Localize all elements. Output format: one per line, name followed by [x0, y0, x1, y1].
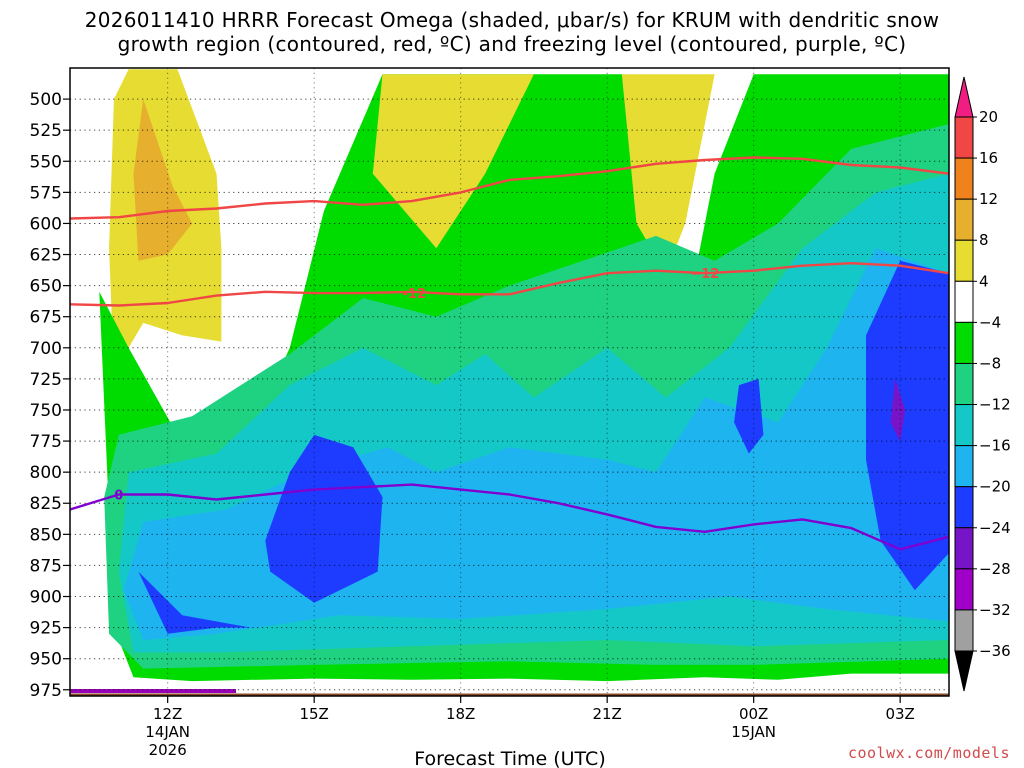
colorbar-swatch: [954, 321, 974, 364]
colorbar-label: 20: [979, 108, 998, 126]
colorbar-label: −4: [979, 313, 1001, 331]
colorbar-swatch: [954, 157, 974, 200]
plot-frame: [69, 67, 950, 697]
contour-label: −12: [690, 267, 719, 282]
y-tick-label: 600: [30, 214, 62, 234]
x-tick-label: 12Z: [153, 705, 182, 723]
y-tick-label: 525: [30, 121, 62, 141]
y-tick-label: 500: [30, 90, 62, 110]
y-tick-label: 775: [30, 432, 62, 452]
colorbar-label: −36: [979, 642, 1011, 660]
omega-region-blue-15z: [265, 434, 383, 603]
contour-lines: -12 −12 0: [70, 156, 949, 551]
omega-region-positive-8: [133, 99, 193, 261]
y-tick-label: 950: [30, 650, 62, 670]
freezing-level-contour: [70, 483, 949, 551]
omega-region-blue-2330: [734, 378, 764, 454]
colorbar-label: −16: [979, 437, 1011, 455]
x-tick-label: 00Z: [739, 705, 768, 723]
dendritic-contour-lower: [70, 262, 949, 307]
x-tick-label: 18Z: [446, 705, 475, 723]
y-tick-label: 825: [30, 494, 62, 514]
colorbar-swatch: [954, 198, 974, 241]
y-tick-label: 750: [30, 401, 62, 421]
colorbar-label: −20: [979, 478, 1011, 496]
y-tick-label: 875: [30, 556, 62, 576]
colorbar-label: −32: [979, 601, 1011, 619]
contour-label: -12: [403, 287, 427, 302]
y-tick-label: 700: [30, 339, 62, 359]
x-tick-label: 21Z: [592, 705, 621, 723]
omega-region-blue-03z: [866, 260, 949, 591]
colorbar-swatch: [954, 609, 974, 652]
y-tick-label: 675: [30, 308, 62, 328]
x-tick-label: 03Z: [885, 705, 914, 723]
y-tick-label: 975: [30, 681, 62, 701]
colorbar-swatch: [954, 568, 974, 611]
x-tick-year: 2026: [149, 741, 187, 759]
colorbar-swatch: [954, 445, 974, 488]
y-tick-label: 575: [30, 183, 62, 203]
colorbar-label: 12: [979, 190, 998, 208]
surface-omega-strip: [70, 689, 237, 694]
y-tick-label: 725: [30, 370, 62, 390]
colorbar-swatch: [954, 280, 974, 323]
chart-title-line-2: growth region (contoured, red, ºC) and f…: [117, 32, 907, 56]
colorbar-label: 16: [979, 149, 998, 167]
y-tick-label: 850: [30, 525, 62, 545]
x-axis-label: Forecast Time (UTC): [414, 748, 605, 768]
colorbar-swatch: [954, 116, 974, 159]
colorbar-bottom-arrow: [954, 650, 974, 692]
x-tick-date: 14JAN: [145, 723, 190, 741]
credit-text[interactable]: coolwx.com/models: [847, 744, 1010, 762]
y-tick-label: 800: [30, 463, 62, 483]
plot-area: [70, 68, 949, 696]
x-tick-date: 15JAN: [731, 723, 776, 741]
colorbar-label: −24: [979, 519, 1011, 537]
omega-region-purple-spot: [890, 378, 906, 442]
colorbar: 20 16 12 8 4 −4 −8 −12 −16 −20 −24 −28 −32 −36: [954, 76, 1011, 692]
y-tick-label: 625: [30, 246, 62, 266]
colorbar-swatch: [954, 404, 974, 447]
ground-surface: [70, 693, 949, 696]
colorbar-swatch: [954, 362, 974, 406]
contour-label: 0: [114, 489, 123, 504]
x-tick-label: 15Z: [299, 705, 328, 723]
y-tick-label: 925: [30, 619, 62, 639]
grid-lines: [70, 68, 949, 696]
omega-region-white-gap-1: [372, 74, 534, 249]
colorbar-top-arrow: [954, 76, 974, 118]
colorbar-label: −12: [979, 396, 1011, 414]
colorbar-label: −8: [979, 354, 1001, 372]
y-tick-label: 900: [30, 588, 62, 608]
colorbar-label: 8: [979, 231, 989, 249]
colorbar-swatch: [954, 486, 974, 529]
colorbar-label: −28: [979, 560, 1011, 578]
y-axis: 500 525 550 575 600 625 650 675 700 725 750 775 800 8…: [30, 90, 70, 701]
omega-region-blue-left-small: [138, 571, 251, 634]
colorbar-swatch: [954, 239, 974, 282]
omega-region-white-gap-2: [621, 74, 715, 274]
colorbar-swatch: [954, 527, 974, 570]
y-tick-label: 650: [30, 277, 62, 297]
y-tick-label: 550: [30, 152, 62, 172]
dendritic-contour-upper: [70, 156, 949, 220]
chart-title-line-1: 2026011410 HRRR Forecast Omega (shaded, …: [84, 8, 940, 32]
colorbar-label: 4: [979, 272, 989, 290]
